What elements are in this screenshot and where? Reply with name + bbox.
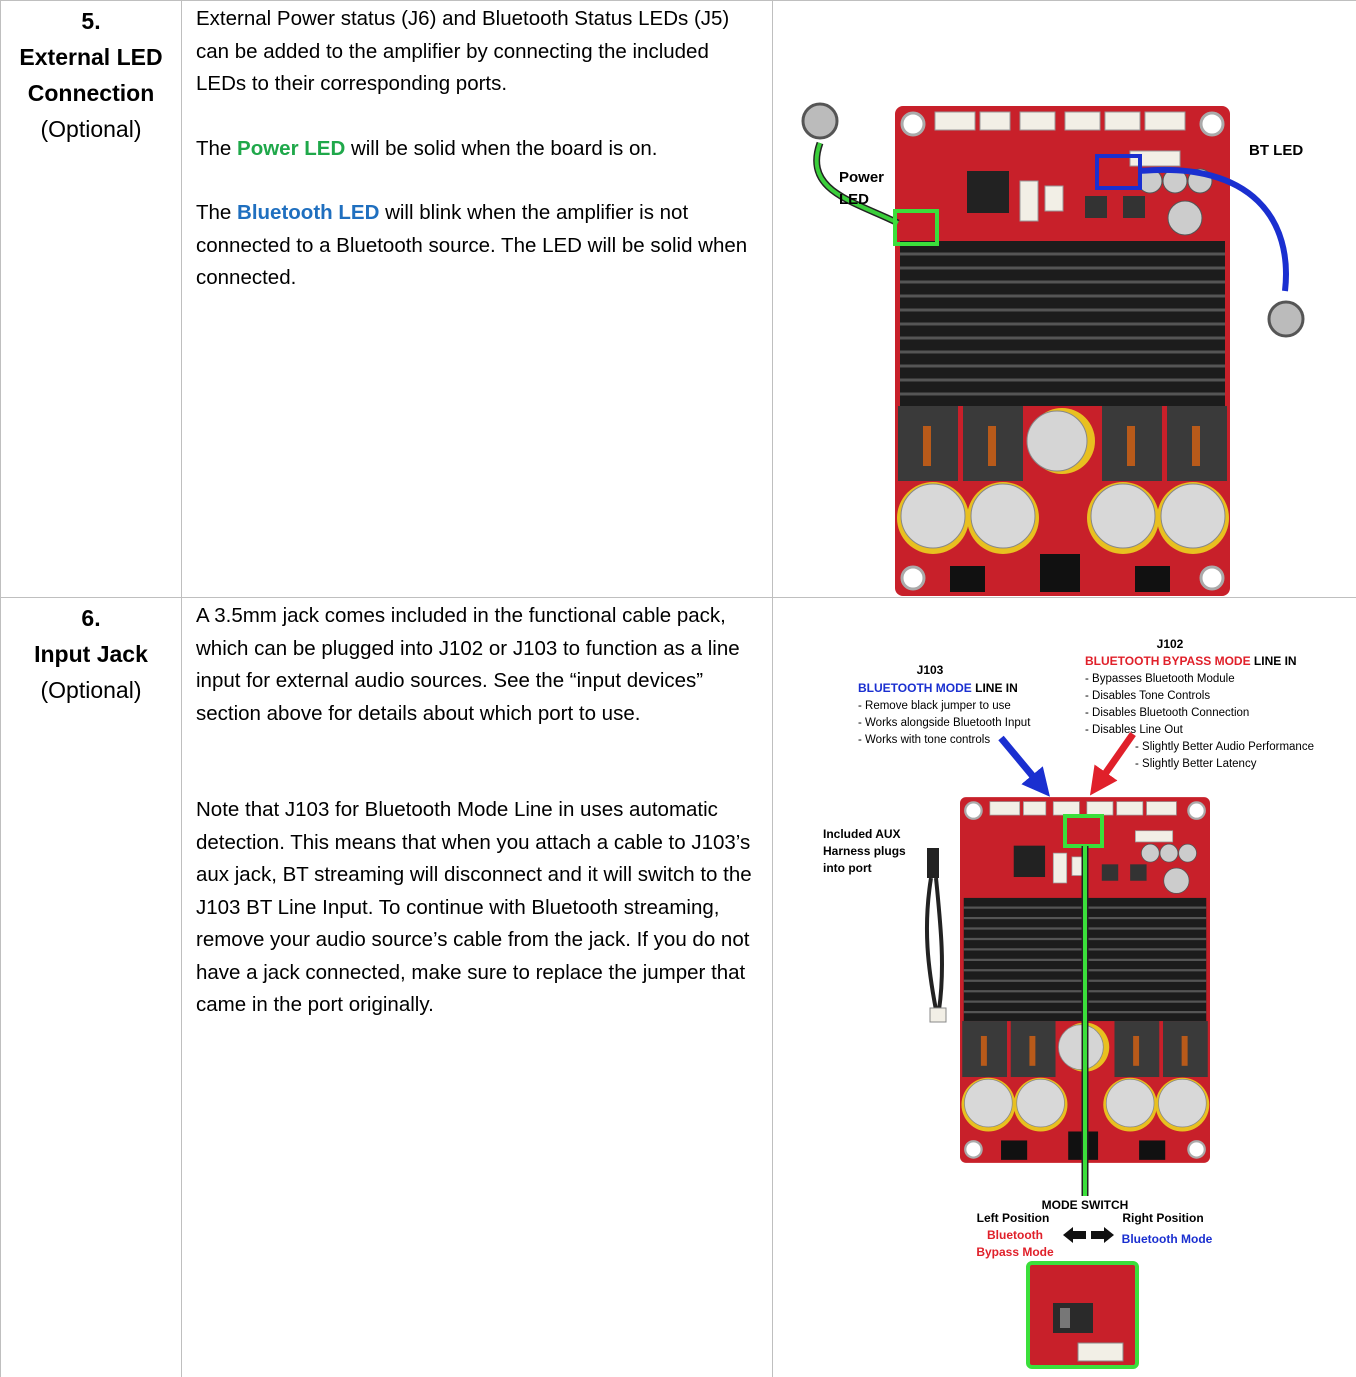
led [801,102,839,140]
step-note: (Optional) [40,116,142,142]
switch [1053,1303,1093,1333]
label: J102 [1157,637,1184,651]
bullet: - Remove black jumper to use [858,700,1011,712]
text-cell: External Power status (J6) and Bluetooth… [181,0,773,598]
step-title: Input Jack [34,641,148,667]
text-run: BLUETOOTH BYPASS MODE [1085,654,1251,668]
arrow [998,735,1050,797]
bullet: - Works alongside Bluetooth Input [858,717,1031,729]
led [1267,300,1305,338]
row: 6. Input Jack (Optional) A 3.5mm jack co… [0,597,1356,1377]
bullet: - Works with tone controls [858,734,990,746]
highlight: Bluetooth LED [237,201,380,224]
paragraph: Note that J103 for Bluetooth Mode Line i… [196,798,752,1016]
text-run: will be solid when the board is on. [345,136,658,160]
row: 5. External LED Connection (Optional) Ex… [0,0,1356,598]
label: LED [839,191,869,208]
text-run: BLUETOOTH MODE [858,681,972,695]
input-figure: J103 BLUETOOTH MODE LINE IN - Remove bla… [823,637,1314,1369]
label: Left Position [977,1211,1050,1225]
board-image [895,106,1230,596]
label: Power [839,169,884,186]
label: Right Position [1122,1211,1203,1225]
text-run: LINE IN [1251,654,1297,668]
step-number: 6. [81,605,101,631]
label: BT LED [1249,142,1303,159]
label: J103 [917,663,944,677]
paragraph: The Power LED will be solid when the boa… [196,133,758,166]
label: into port [823,861,872,875]
bullet: - Disables Tone Controls [1085,690,1210,702]
text-cell: A 3.5mm jack comes included in the funct… [181,597,773,1377]
connector [1077,1342,1124,1362]
figure-cell: J103 BLUETOOTH MODE LINE IN - Remove bla… [772,597,1356,1377]
label: MODE SWITCH [1042,1198,1129,1212]
arrow [1089,731,1136,796]
wire [1139,166,1289,292]
label: Harness plugs [823,844,906,858]
text-run: The [196,201,238,224]
step-note: (Optional) [40,677,142,703]
wire [814,142,899,225]
aux-cable [924,877,944,1011]
bullet: - Slightly Better Latency [1135,758,1257,770]
led-figure: Power LED BT LED [801,102,1305,596]
text-run: LINE IN [972,681,1018,695]
figure-cell: Power LED BT LED [772,0,1356,598]
highlight-box [1095,154,1142,190]
label: Bluetooth Mode [1122,1232,1213,1246]
bullet: - Bypasses Bluetooth Module [1085,673,1235,685]
paragraph: A 3.5mm jack comes included in the funct… [196,604,740,725]
paragraph: External Power status (J6) and Bluetooth… [196,7,730,95]
label: Bluetooth [987,1228,1043,1242]
arrow [1091,1227,1114,1243]
label: Bypass Mode [976,1245,1054,1259]
step-title: External LED Connection [19,44,163,106]
highlight: Power LED [237,136,346,160]
bullet: - Slightly Better Audio Performance [1135,741,1314,753]
heading: BLUETOOTH BYPASS MODE LINE IN [1085,654,1297,668]
arrow [1063,1227,1086,1243]
aux-plug [927,848,939,878]
label: Included AUX [823,827,901,841]
switch-knob [1060,1308,1070,1328]
text-run: The [196,136,238,160]
step-number: 5. [81,8,101,34]
aux-connector [929,1007,947,1023]
highlight-box [893,209,939,246]
bullet: - Disables Bluetooth Connection [1085,707,1249,719]
heading: BLUETOOTH MODE LINE IN [858,681,1018,695]
step-cell: 6. Input Jack (Optional) [0,597,182,1377]
paragraph: The Bluetooth LED will blink when the am… [196,197,758,295]
text-run: will blink when the amplifier is not con… [196,201,748,289]
step-cell: 5. External LED Connection (Optional) [0,0,182,598]
bullet: - Disables Line Out [1085,724,1184,736]
